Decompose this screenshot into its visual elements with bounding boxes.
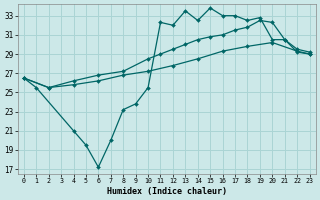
X-axis label: Humidex (Indice chaleur): Humidex (Indice chaleur) <box>107 187 227 196</box>
